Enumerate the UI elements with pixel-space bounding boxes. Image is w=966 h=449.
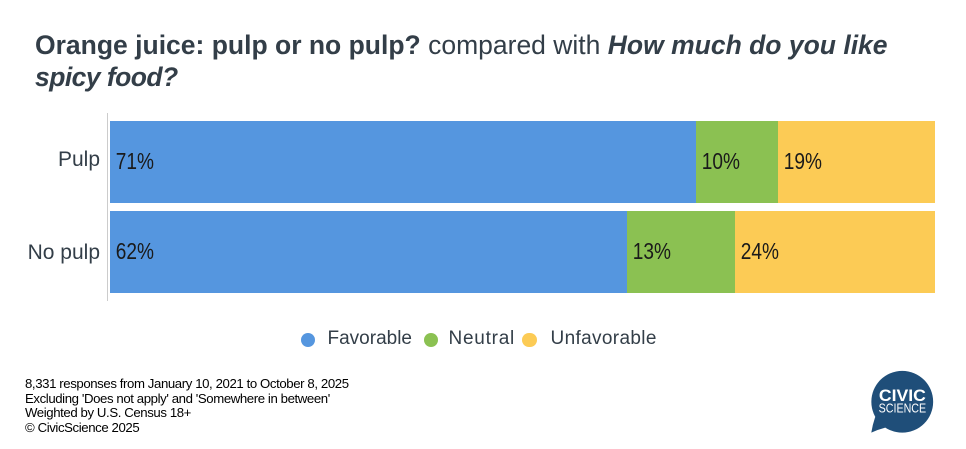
svg-text:CIVIC: CIVIC: [879, 386, 926, 405]
svg-text:SCIENCE: SCIENCE: [879, 402, 927, 416]
